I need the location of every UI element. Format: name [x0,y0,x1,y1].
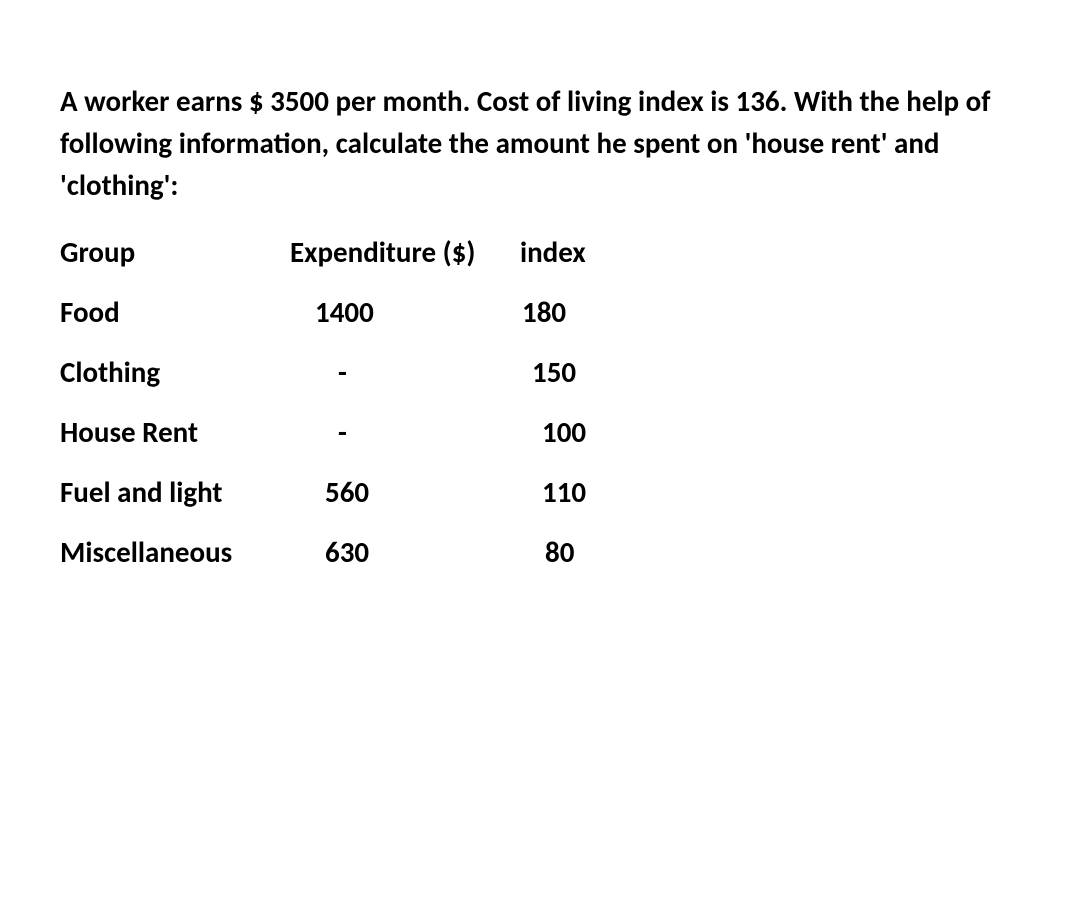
cell-expenditure: - [290,354,520,390]
cell-index: 100 [520,414,670,450]
table-row: Fuel and light 560 110 [60,474,1020,510]
cell-index: 150 [520,354,670,390]
cell-group: Fuel and light [60,474,290,510]
cell-expenditure: 1400 [290,294,520,330]
cell-group: Miscellaneous [60,534,290,570]
cell-group: Food [60,294,290,330]
table-header-row: Group Expenditure ($) index [60,234,1020,270]
cell-index: 180 [520,294,670,330]
table-row: Clothing - 150 [60,354,1020,390]
cell-index: 80 [520,534,670,570]
cell-group: Clothing [60,354,290,390]
header-index: index [520,234,670,270]
table-row: Food 1400 180 [60,294,1020,330]
cell-expenditure: 630 [290,534,520,570]
question-text: A worker earns $ 3500 per month. Cost of… [60,80,1020,206]
header-expenditure: Expenditure ($) [290,234,520,270]
cell-expenditure: 560 [290,474,520,510]
cell-index: 110 [520,474,670,510]
table-row: House Rent - 100 [60,414,1020,450]
table-row: Miscellaneous 630 80 [60,534,1020,570]
cell-expenditure: - [290,414,520,450]
data-table: Group Expenditure ($) index Food 1400 18… [60,234,1020,570]
header-group: Group [60,234,290,270]
cell-group: House Rent [60,414,290,450]
